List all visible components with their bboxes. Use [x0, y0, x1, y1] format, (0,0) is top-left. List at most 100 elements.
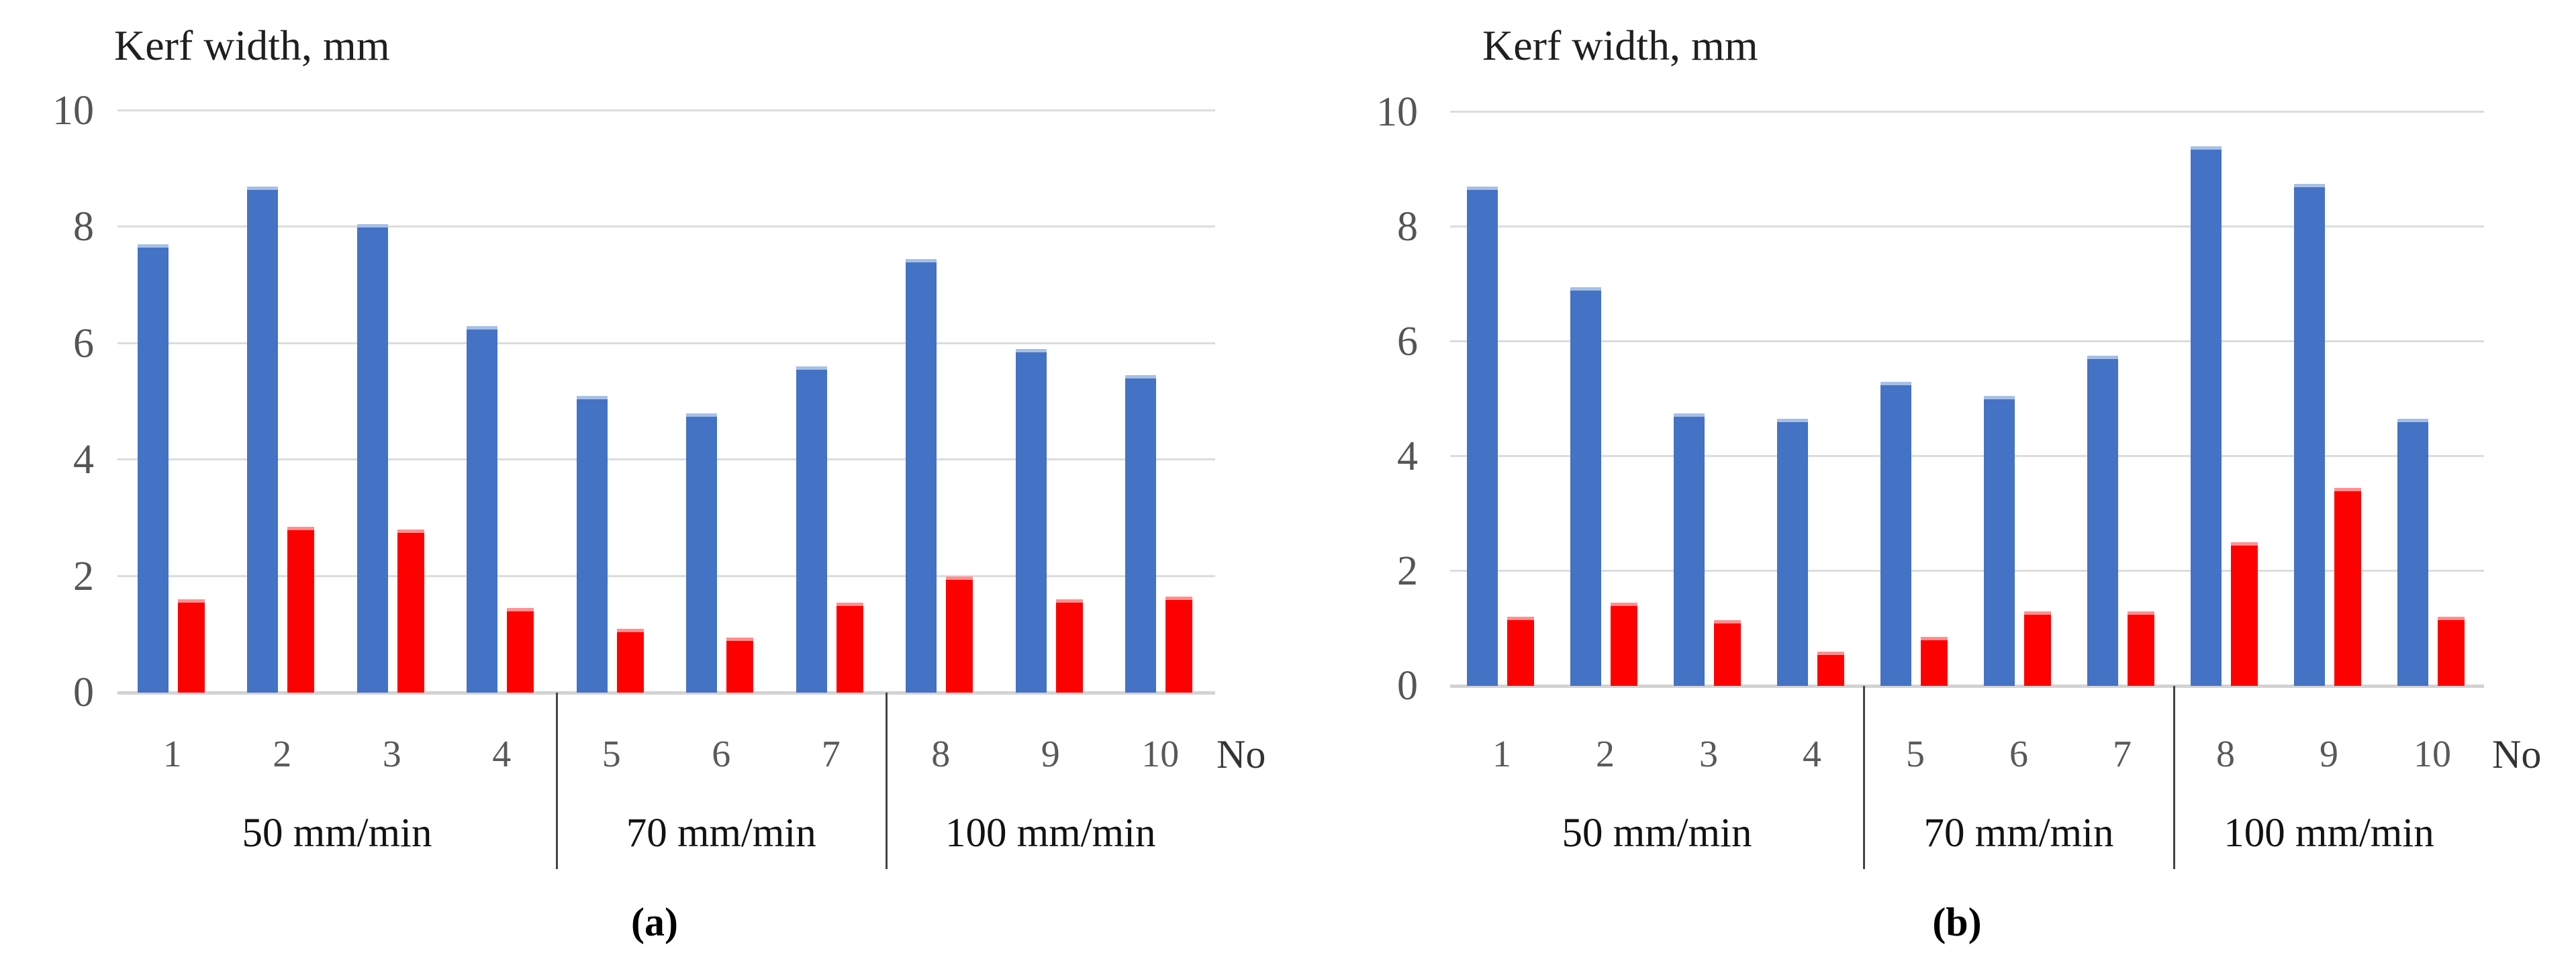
bar-blue-cat10 [2397, 419, 2428, 686]
bar-red-cat9 [1055, 599, 1083, 693]
gridline-2 [1450, 570, 2484, 572]
bar-red-cat3 [397, 530, 424, 693]
bar-blue-cat5 [1880, 381, 1911, 686]
x-tick-label-7: 7 [2113, 734, 2132, 775]
x-tick-label-10: 10 [1141, 734, 1180, 775]
x-tick-label-8: 8 [931, 734, 951, 775]
group-label-70-mm-min: 70 mm/min [1923, 811, 2114, 856]
bar-red-cat4 [1817, 651, 1844, 686]
chart-a-title: Kerf width, mm [114, 21, 390, 69]
bar-blue-cat4 [1777, 419, 1808, 686]
x-tick-label-8: 8 [2216, 734, 2235, 775]
bar-red-cat7 [836, 602, 863, 693]
bar-red-cat6 [726, 637, 754, 693]
y-tick-label-6: 6 [1397, 319, 1418, 364]
bar-red-cat1 [1507, 617, 1534, 686]
x-tick-label-1: 1 [1492, 734, 1511, 775]
x-tick-label-6: 6 [712, 734, 731, 775]
bar-blue-cat4 [467, 325, 498, 693]
x-tick-label-3: 3 [1699, 734, 1718, 775]
bar-red-cat1 [177, 599, 205, 693]
group-separator-1 [556, 693, 558, 869]
bar-red-cat10 [2438, 617, 2465, 686]
x-axis-line [1450, 685, 2484, 688]
group-label-50-mm-min: 50 mm/min [1562, 811, 1752, 856]
x-tick-label-4: 4 [492, 734, 512, 775]
x-tick-label-5: 5 [602, 734, 621, 775]
gridline-4 [117, 458, 1215, 461]
x-tick-label-1: 1 [162, 734, 182, 775]
bar-red-cat9 [2334, 488, 2361, 686]
y-tick-label-4: 4 [73, 437, 94, 483]
y-tick-label-2: 2 [73, 553, 94, 599]
bar-red-cat6 [2024, 611, 2051, 686]
x-tick-label-5: 5 [1906, 734, 1925, 775]
gridline-6 [1450, 340, 2484, 342]
group-separator-2 [2173, 686, 2175, 869]
group-label-100-mm-min: 100 mm/min [945, 811, 1156, 856]
y-tick-label-4: 4 [1397, 434, 1418, 479]
x-tick-label-2: 2 [1596, 734, 1615, 775]
chart-b-caption: (b) [1932, 900, 1982, 944]
group-label-100-mm-min: 100 mm/min [2224, 811, 2434, 856]
chart-b-x-axis-unit-label: No [2492, 732, 2542, 776]
group-label-50-mm-min: 50 mm/min [242, 811, 432, 856]
gridline-2 [117, 574, 1215, 577]
y-tick-label-10: 10 [1376, 89, 1418, 135]
chart-b-title: Kerf width, mm [1482, 21, 1758, 69]
x-tick-label-6: 6 [2009, 734, 2028, 775]
bar-blue-cat8 [2191, 146, 2222, 686]
y-tick-label-0: 0 [1397, 663, 1418, 709]
x-tick-label-3: 3 [382, 734, 401, 775]
x-axis-line [117, 691, 1215, 695]
bar-red-cat5 [1921, 637, 1948, 686]
x-tick-label-9: 9 [2320, 734, 2338, 775]
bar-red-cat2 [287, 526, 315, 693]
bar-blue-cat7 [796, 366, 827, 693]
gridline-4 [1450, 455, 2484, 457]
bar-blue-cat2 [1570, 287, 1601, 686]
x-tick-label-10: 10 [2414, 734, 2451, 775]
y-tick-label-0: 0 [73, 670, 94, 715]
x-tick-label-7: 7 [821, 734, 841, 775]
bar-blue-cat1 [1467, 187, 1498, 686]
gridline-10 [1450, 111, 2484, 113]
bar-blue-cat6 [686, 413, 718, 693]
group-separator-1 [1863, 686, 1865, 869]
bar-blue-cat9 [1015, 349, 1047, 693]
x-tick-label-4: 4 [1803, 734, 1821, 775]
bar-blue-cat1 [137, 244, 169, 693]
gridline-6 [117, 342, 1215, 344]
bar-red-cat4 [507, 608, 534, 693]
bar-blue-cat6 [1984, 396, 2015, 686]
bar-red-cat3 [1714, 619, 1741, 686]
group-label-70-mm-min: 70 mm/min [626, 811, 816, 856]
y-tick-label-6: 6 [73, 320, 94, 366]
bar-blue-cat7 [2087, 356, 2118, 686]
bar-blue-cat3 [356, 224, 388, 693]
y-tick-label-2: 2 [1397, 548, 1418, 594]
bar-red-cat7 [2128, 611, 2154, 686]
bar-red-cat10 [1165, 596, 1193, 693]
group-separator-2 [885, 693, 888, 869]
y-tick-label-8: 8 [73, 204, 94, 250]
bar-blue-cat8 [906, 259, 937, 693]
bar-blue-cat2 [247, 186, 279, 693]
gridline-8 [117, 225, 1215, 228]
bar-red-cat8 [946, 576, 973, 693]
x-tick-label-9: 9 [1041, 734, 1060, 775]
bar-blue-cat9 [2294, 183, 2325, 686]
y-tick-label-8: 8 [1397, 204, 1418, 250]
bar-blue-cat3 [1674, 413, 1705, 686]
bar-red-cat8 [2231, 542, 2258, 686]
bar-blue-cat5 [576, 395, 608, 693]
gridline-8 [1450, 225, 2484, 228]
y-tick-label-10: 10 [52, 88, 94, 134]
bar-blue-cat10 [1125, 375, 1157, 693]
chart-a-x-axis-unit-label: No [1217, 732, 1266, 776]
x-tick-label-2: 2 [273, 734, 292, 775]
gridline-10 [117, 109, 1215, 111]
bar-red-cat2 [1611, 603, 1637, 686]
chart-a-caption: (a) [631, 900, 678, 944]
